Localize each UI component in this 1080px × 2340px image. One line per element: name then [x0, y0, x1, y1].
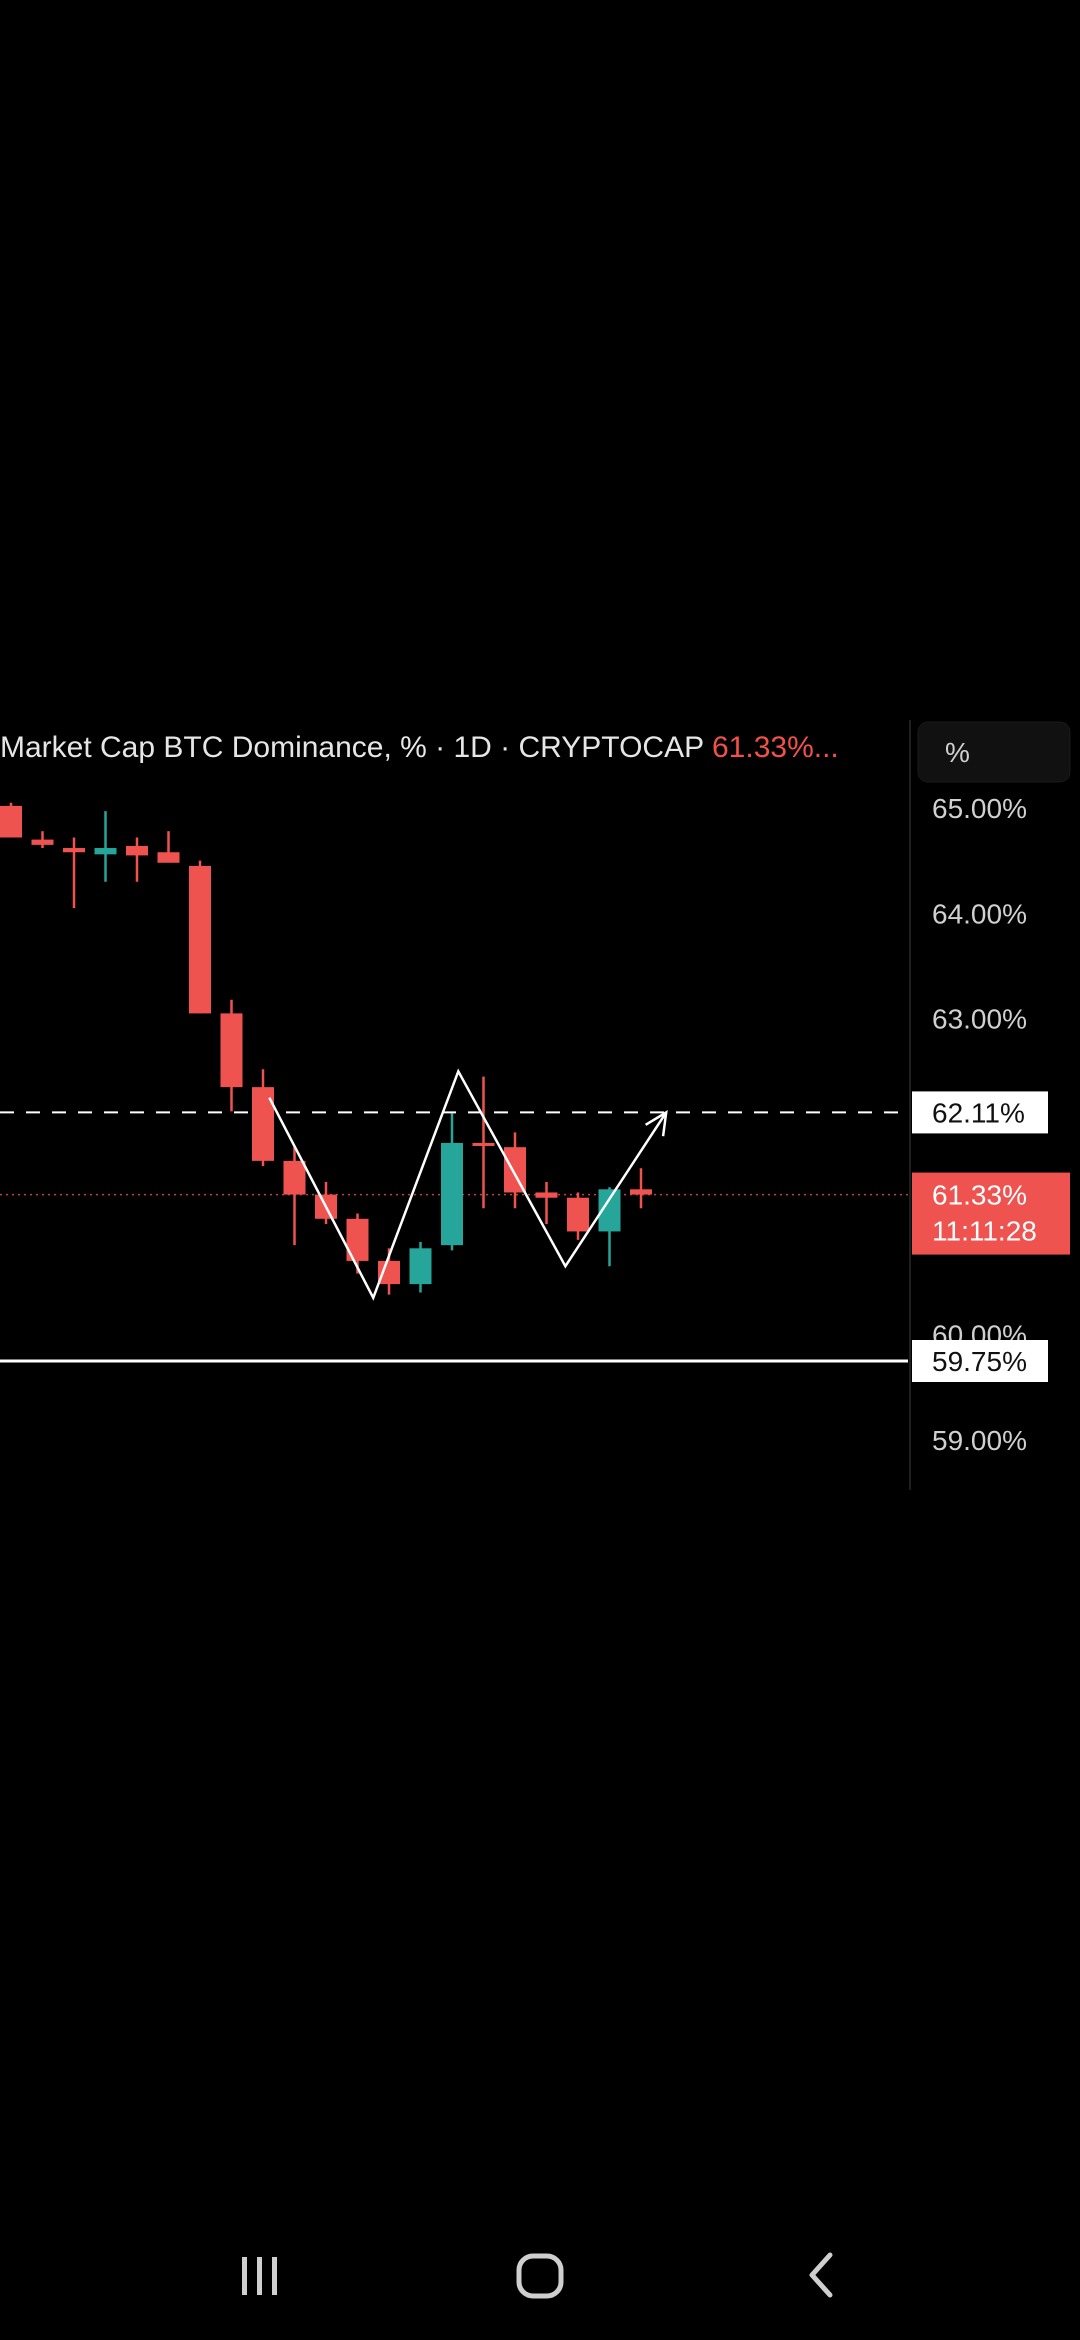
candle-body — [189, 865, 211, 1014]
pattern-arrowhead — [644, 1110, 668, 1137]
price-tick-label: 59.00% — [932, 1425, 1027, 1456]
candle — [567, 1192, 589, 1240]
system-navigation-bar — [0, 2210, 1080, 2340]
legend-title: Market Cap BTC Dominance, % · 1D · CRYPT… — [0, 731, 704, 764]
resistance-tag-bg — [912, 1091, 1048, 1134]
price-ticks: 65.00%64.00%63.00%60.00%59.00% — [932, 793, 1027, 1456]
support-tag-label: 59.75% — [932, 1346, 1027, 1377]
horizontal-lines — [0, 1111, 908, 1363]
candle — [283, 1147, 306, 1246]
candle-body — [31, 839, 54, 845]
candle-body — [0, 805, 22, 838]
candle-body — [378, 1260, 400, 1285]
countdown-label: 11:11:28 — [932, 1216, 1037, 1247]
candle-body — [63, 848, 85, 853]
candle-body — [472, 1142, 495, 1146]
pattern-line — [268, 1068, 668, 1301]
back-button[interactable] — [762, 2230, 882, 2320]
current-price-tag-bg — [912, 1172, 1070, 1255]
candle-body — [94, 848, 117, 855]
price-tick-label: 64.00% — [932, 898, 1027, 929]
candle — [535, 1181, 558, 1225]
home-icon — [516, 2253, 564, 2299]
candle-body — [630, 1189, 652, 1195]
candle — [630, 1168, 652, 1209]
current-price-tag-label: 61.33% — [932, 1180, 1027, 1211]
candle-body — [441, 1142, 463, 1246]
home-button[interactable] — [480, 2230, 600, 2320]
candle — [63, 837, 85, 909]
candle-body — [409, 1248, 432, 1285]
price-tick-label: 63.00% — [932, 1004, 1027, 1035]
candle — [315, 1181, 337, 1225]
candle — [189, 860, 211, 1014]
candle-body — [126, 845, 148, 856]
candle — [94, 811, 117, 882]
candle-body — [157, 852, 180, 863]
back-icon — [809, 2252, 833, 2298]
candle — [346, 1213, 369, 1274]
unit-button-label: % — [945, 737, 970, 768]
candle-body — [567, 1197, 589, 1232]
candle-body — [346, 1218, 369, 1261]
candle-body — [252, 1087, 274, 1161]
candle-body — [598, 1189, 621, 1232]
pattern-drawing[interactable] — [268, 1068, 668, 1301]
legend-last-price: 61.33%... — [712, 731, 839, 764]
candle — [409, 1241, 432, 1293]
candles-group — [0, 802, 652, 1295]
candle-body — [283, 1160, 306, 1195]
candle — [220, 999, 243, 1112]
candle — [252, 1069, 274, 1167]
recent-apps-button[interactable] — [200, 2230, 320, 2320]
candle-body — [535, 1192, 558, 1198]
candle — [504, 1132, 526, 1209]
candle-body — [504, 1147, 526, 1193]
candle — [0, 802, 22, 838]
support-tag-bg — [912, 1340, 1048, 1382]
unit-button[interactable] — [917, 721, 1071, 783]
recent-apps-icon — [242, 2257, 277, 2295]
candle — [441, 1113, 463, 1251]
candle — [31, 831, 54, 849]
candle — [472, 1076, 495, 1209]
price-tick-label: 65.00% — [932, 793, 1027, 824]
candle — [126, 837, 148, 882]
candle — [157, 831, 180, 863]
candle-body — [220, 1013, 243, 1088]
price-tags: 62.11% 59.75% 61.33% 11:11:28 — [912, 1091, 1070, 1382]
resistance-tag-label: 62.11% — [932, 1097, 1025, 1128]
